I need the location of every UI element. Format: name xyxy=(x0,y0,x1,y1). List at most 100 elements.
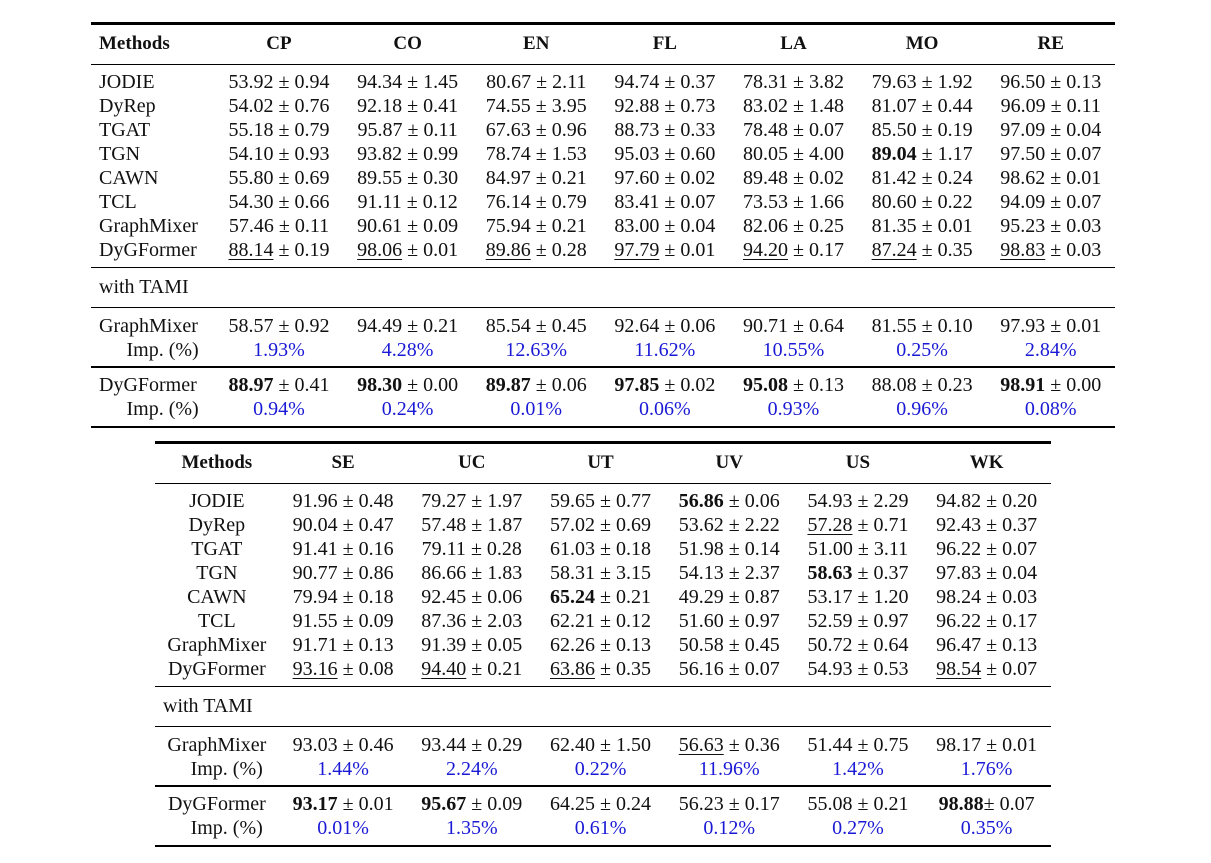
cell-value: 58.63 xyxy=(807,562,853,585)
cell-value: 98.88 xyxy=(938,793,984,816)
cell-value: 57.02 xyxy=(550,514,596,537)
cell-std: 0.28 xyxy=(486,538,522,561)
cell-std: 0.11 xyxy=(423,119,458,142)
cell-value: 56.86 xyxy=(678,490,724,513)
improvement-row: Imp. (%) 1.93% 4.28% 12.63% 11.62% 10.55% 0.25… xyxy=(91,338,1115,362)
cell-value: 92.88 xyxy=(614,95,660,118)
table-cell: 94.09 ± 0.07 xyxy=(986,191,1115,214)
cell-std: 0.01 xyxy=(1002,733,1038,756)
improvement-value: 0.06% xyxy=(639,398,691,421)
table-row: TGN 54.10 ± 0.93 93.82 ± 0.99 78.74 ± 1.53 9… xyxy=(91,143,1115,167)
table-cell: 92.88 ± 0.73 xyxy=(601,95,730,118)
table-row: CAWN 79.94 ± 0.18 92.45 ± 0.06 65.24 ± 0.21… xyxy=(155,586,1051,610)
table-cell: 98.06 ± 0.01 xyxy=(343,239,472,262)
cell-value: 59.65 xyxy=(550,490,596,513)
improvement-row: Imp. (%) 0.94% 0.24% 0.01% 0.06% 0.93% 0.96% 0.… xyxy=(91,398,1115,422)
table-row: GraphMixer 57.46 ± 0.11 90.61 ± 0.09 75.94 … xyxy=(91,215,1115,239)
plus-minus-sign: ± xyxy=(981,634,1003,657)
cell-std: 0.11 xyxy=(1066,95,1101,118)
plus-minus-sign: ± xyxy=(787,119,809,142)
table-rule xyxy=(91,425,1115,429)
plus-minus-sign: ± xyxy=(659,215,681,238)
table-rule xyxy=(91,63,1115,65)
plus-minus-sign: ± xyxy=(337,634,359,657)
cell-value: 54.30 xyxy=(228,191,274,214)
plus-minus-sign: ± xyxy=(787,215,809,238)
cell-value: 78.31 xyxy=(742,71,788,94)
tami-row: GraphMixer 58.57 ± 0.92 94.49 ± 0.21 85.54 … xyxy=(91,314,1115,338)
cell-std: 0.66 xyxy=(294,191,330,214)
plus-minus-sign: ± xyxy=(273,71,295,94)
cell-std: 0.28 xyxy=(551,239,587,262)
table-cell: 54.02 ± 0.76 xyxy=(215,95,344,118)
plus-minus-sign: ± xyxy=(659,71,681,94)
cell-value: 89.48 xyxy=(742,167,788,190)
improvement-value: 1.42% xyxy=(832,757,884,780)
table-cell: 54.10 ± 0.93 xyxy=(215,143,344,166)
plus-minus-sign: ± xyxy=(530,119,552,142)
cell-value: 94.09 xyxy=(1000,191,1046,214)
improvement-row: Imp. (%) 0.01% 1.35% 0.61% 0.12% 0.27% 0.35% xyxy=(155,817,1051,841)
table-rule xyxy=(155,685,1051,688)
cell-value: 55.18 xyxy=(228,119,274,142)
cell-value: 50.58 xyxy=(678,634,724,657)
table-cell: 91.96 ± 0.48 xyxy=(279,490,408,513)
table-cell: 58.63 ± 0.37 xyxy=(794,562,923,585)
tami-row: GraphMixer 93.03 ± 0.46 93.44 ± 0.29 62.40 … xyxy=(155,733,1051,757)
cell-value: 51.98 xyxy=(678,538,724,561)
table-cell: 50.72 ± 0.64 xyxy=(794,634,923,657)
improvement-value: 0.12% xyxy=(703,817,756,840)
cell-std: 0.97 xyxy=(744,610,780,633)
improvement-value: 0.08% xyxy=(1024,398,1077,421)
improvement-value: 0.61% xyxy=(574,817,627,840)
cell-value: 54.13 xyxy=(678,562,724,585)
table-cell: 76.14 ± 0.79 xyxy=(472,191,601,214)
plus-minus-sign: ± xyxy=(723,586,745,609)
cell-std: 0.01 xyxy=(680,239,716,262)
cell-std: 1.53 xyxy=(551,143,587,166)
plus-minus-sign: ± xyxy=(787,71,809,94)
cell-value: 56.63 xyxy=(678,733,724,756)
plus-minus-sign: ± xyxy=(723,514,745,537)
cell-std: 0.29 xyxy=(487,733,523,756)
plus-minus-sign: ± xyxy=(595,658,616,681)
cell-value: 98.17 xyxy=(936,733,982,756)
table-cell: 53.62 ± 2.22 xyxy=(665,514,794,537)
plus-minus-sign: ± xyxy=(659,143,681,166)
dataset-header: FL xyxy=(652,33,677,54)
plus-minus-sign: ± xyxy=(787,95,809,118)
plus-minus-sign: ± xyxy=(787,314,809,337)
table-row: JODIE 91.96 ± 0.48 79.27 ± 1.97 59.65 ± 0.7… xyxy=(155,490,1051,514)
plus-minus-sign: ± xyxy=(595,586,616,609)
table-cell: 74.55 ± 3.95 xyxy=(472,95,601,118)
cell-std: 0.97 xyxy=(873,610,909,633)
cell-std: 1.45 xyxy=(423,71,459,94)
cell-value: 79.94 xyxy=(292,586,338,609)
cell-std: 0.06 xyxy=(487,586,523,609)
cell-value: 88.73 xyxy=(614,119,660,142)
table-header-row: Methods CP CO EN FL LA MO RE xyxy=(91,25,1115,64)
table-cell: 89.55 ± 0.30 xyxy=(343,167,472,190)
cell-std: 0.60 xyxy=(680,143,716,166)
cell-value: 96.22 xyxy=(936,610,982,633)
cell-std: 0.08 xyxy=(358,658,394,681)
table-cell: 51.98 ± 0.14 xyxy=(665,538,794,561)
cell-std: 0.10 xyxy=(937,314,973,337)
cell-std: 0.21 xyxy=(873,793,909,816)
cell-value: 97.79 xyxy=(614,239,660,262)
plus-minus-sign: ± xyxy=(723,538,745,561)
cell-std: 0.21 xyxy=(551,215,587,238)
cell-value: 49.29 xyxy=(678,586,724,609)
cell-value: 78.74 xyxy=(485,143,531,166)
plus-minus-sign: ± xyxy=(852,793,874,816)
plus-minus-sign: ± xyxy=(852,634,874,657)
cell-std: 0.69 xyxy=(616,514,651,537)
cell-value: 58.57 xyxy=(228,314,274,337)
cell-value: 81.42 xyxy=(871,167,917,190)
plus-minus-sign: ± xyxy=(466,658,488,681)
cell-value: 53.92 xyxy=(228,71,274,94)
plus-minus-sign: ± xyxy=(1045,167,1067,190)
table-cell: 61.03 ± 0.18 xyxy=(536,538,665,561)
plus-minus-sign: ± xyxy=(402,374,424,397)
table-cell: 94.20 ± 0.17 xyxy=(729,239,858,262)
